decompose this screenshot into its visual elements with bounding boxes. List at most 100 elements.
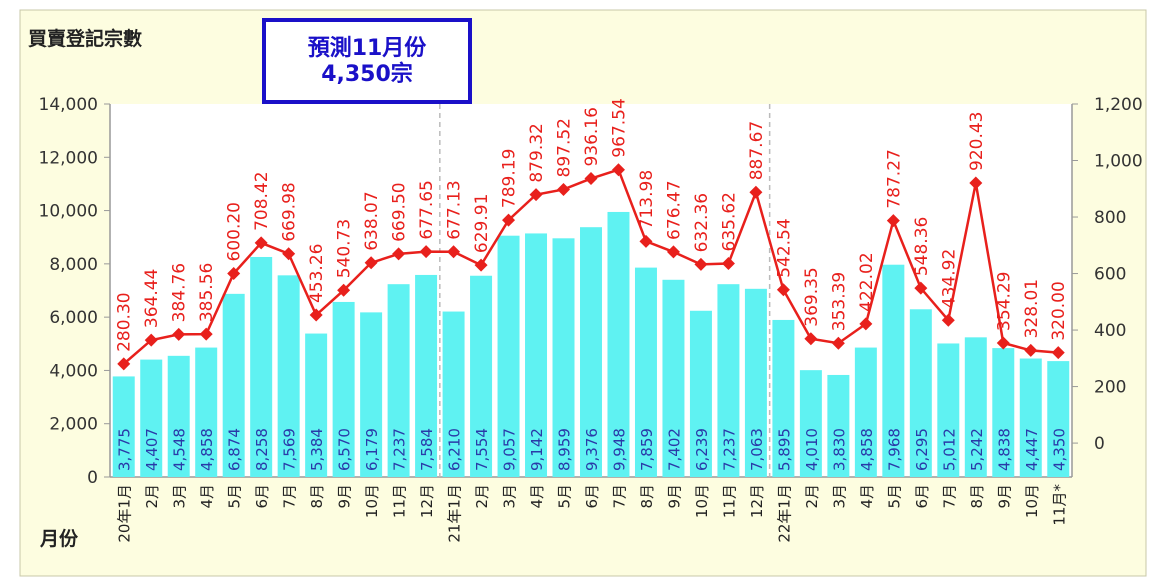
- y-left-tick-label: 12,000: [39, 148, 98, 168]
- bar: [332, 301, 355, 477]
- bar-value-label: 7,402: [665, 428, 683, 471]
- line-value-label: 967.54: [609, 98, 629, 157]
- y-right-tick-label: 800: [1094, 208, 1126, 228]
- line-value-label: 676.47: [664, 180, 684, 239]
- y-left-tick-label: 4,000: [49, 361, 98, 381]
- line-value-label: 542.54: [774, 218, 794, 277]
- x-tick-label: 4月: [198, 484, 216, 509]
- line-point: [666, 245, 680, 259]
- x-tick-label: 11月: [720, 484, 738, 518]
- x-tick-label: 5月: [226, 484, 244, 509]
- line-point: [557, 182, 571, 196]
- bar: [525, 233, 548, 477]
- bar-value-label: 6,874: [226, 428, 244, 471]
- forecast-annotation: 預測11月份 4,350宗: [262, 18, 472, 104]
- bar-value-label: 6,570: [336, 428, 354, 471]
- line-point: [914, 281, 928, 295]
- line-value-label: 353.39: [829, 272, 849, 331]
- line-point: [392, 247, 406, 261]
- line-point: [584, 172, 598, 186]
- bar: [634, 267, 657, 477]
- line-value-label: 677.65: [417, 180, 437, 239]
- x-tick-label: 10月: [1023, 484, 1041, 518]
- x-tick-label: 6月: [253, 484, 271, 509]
- line-point: [199, 327, 213, 341]
- line-value-label: 638.07: [362, 191, 382, 250]
- bar-value-label: 5,242: [968, 428, 986, 471]
- line-point: [804, 332, 818, 346]
- x-tick-label: 8月: [638, 484, 656, 509]
- bar-value-label: 6,295: [913, 428, 931, 471]
- bar-value-label: 4,447: [1023, 428, 1041, 471]
- line-value-label: 320.00: [1049, 281, 1069, 340]
- x-tick-label: 2月: [473, 484, 491, 509]
- x-tick-label: 11月: [391, 484, 409, 518]
- bar: [662, 279, 685, 477]
- bar-value-label: 9,057: [501, 428, 519, 471]
- forecast-line-2: 4,350宗: [321, 62, 413, 87]
- line-value-label: 879.32: [527, 123, 547, 182]
- line-point: [694, 257, 708, 271]
- x-tick-label: 11月*: [1050, 484, 1068, 526]
- line-point: [886, 214, 900, 228]
- x-tick-label: 3月: [830, 484, 848, 509]
- x-tick-label: 6月: [913, 484, 931, 509]
- line-value-label: 280.30: [115, 292, 135, 351]
- bar: [552, 238, 575, 477]
- line-point: [721, 256, 735, 270]
- bar-value-label: 4,858: [198, 428, 216, 471]
- line-value-label: 548.36: [912, 217, 932, 276]
- x-tick-label: 3月: [171, 484, 189, 509]
- bar-value-label: 7,968: [885, 428, 903, 471]
- line-point: [337, 283, 351, 297]
- bar: [415, 274, 438, 477]
- x-tick-label: 3月: [501, 484, 519, 509]
- line-value-label: 385.56: [197, 263, 217, 322]
- x-tick-label: 9月: [995, 484, 1013, 509]
- bar: [195, 347, 218, 477]
- bar-value-label: 8,959: [556, 428, 574, 471]
- bar: [992, 348, 1015, 477]
- y-left-tick-label: 2,000: [49, 415, 98, 435]
- y-left-tick-label: 14,000: [39, 95, 98, 115]
- bar-value-label: 3,830: [830, 428, 848, 471]
- bar-value-label: 8,258: [253, 428, 271, 471]
- y-right-tick-label: 400: [1094, 321, 1126, 341]
- bar: [772, 319, 795, 477]
- line-value-label: 897.52: [555, 118, 575, 177]
- line-point: [502, 213, 516, 227]
- bar-value-label: 5,384: [308, 428, 326, 471]
- line-value-label: 384.76: [170, 263, 190, 322]
- bar: [305, 333, 328, 477]
- line-value-label: 920.43: [967, 112, 987, 171]
- bar: [827, 374, 850, 477]
- bar-value-label: 9,142: [528, 428, 546, 471]
- line-point: [227, 266, 241, 280]
- bar: [112, 376, 135, 477]
- line-value-label: 789.19: [500, 149, 520, 208]
- x-tick-label: 4月: [858, 484, 876, 509]
- line-point: [309, 308, 323, 322]
- line-point: [117, 357, 131, 371]
- bar: [250, 256, 273, 477]
- x-tick-label: 22年1月: [775, 484, 793, 543]
- bar: [607, 211, 630, 478]
- line-point: [639, 234, 653, 248]
- bar: [744, 288, 767, 477]
- x-tick-label: 7月: [610, 484, 628, 509]
- line-value-label: 629.91: [472, 194, 492, 253]
- bar-value-label: 4,010: [803, 428, 821, 471]
- line-point: [254, 236, 268, 250]
- bar-value-label: 7,554: [473, 428, 491, 471]
- y-left-tick-label: 8,000: [49, 255, 98, 275]
- bar-value-label: 3,775: [116, 428, 134, 471]
- bar-value-label: 5,012: [940, 428, 958, 471]
- line-value-label: 632.36: [692, 193, 712, 252]
- line-point: [282, 247, 296, 261]
- line-value-label: 364.44: [142, 269, 162, 328]
- y-right-tick-label: 0: [1094, 434, 1105, 454]
- bar-value-label: 6,179: [363, 428, 381, 471]
- line-point: [364, 256, 378, 270]
